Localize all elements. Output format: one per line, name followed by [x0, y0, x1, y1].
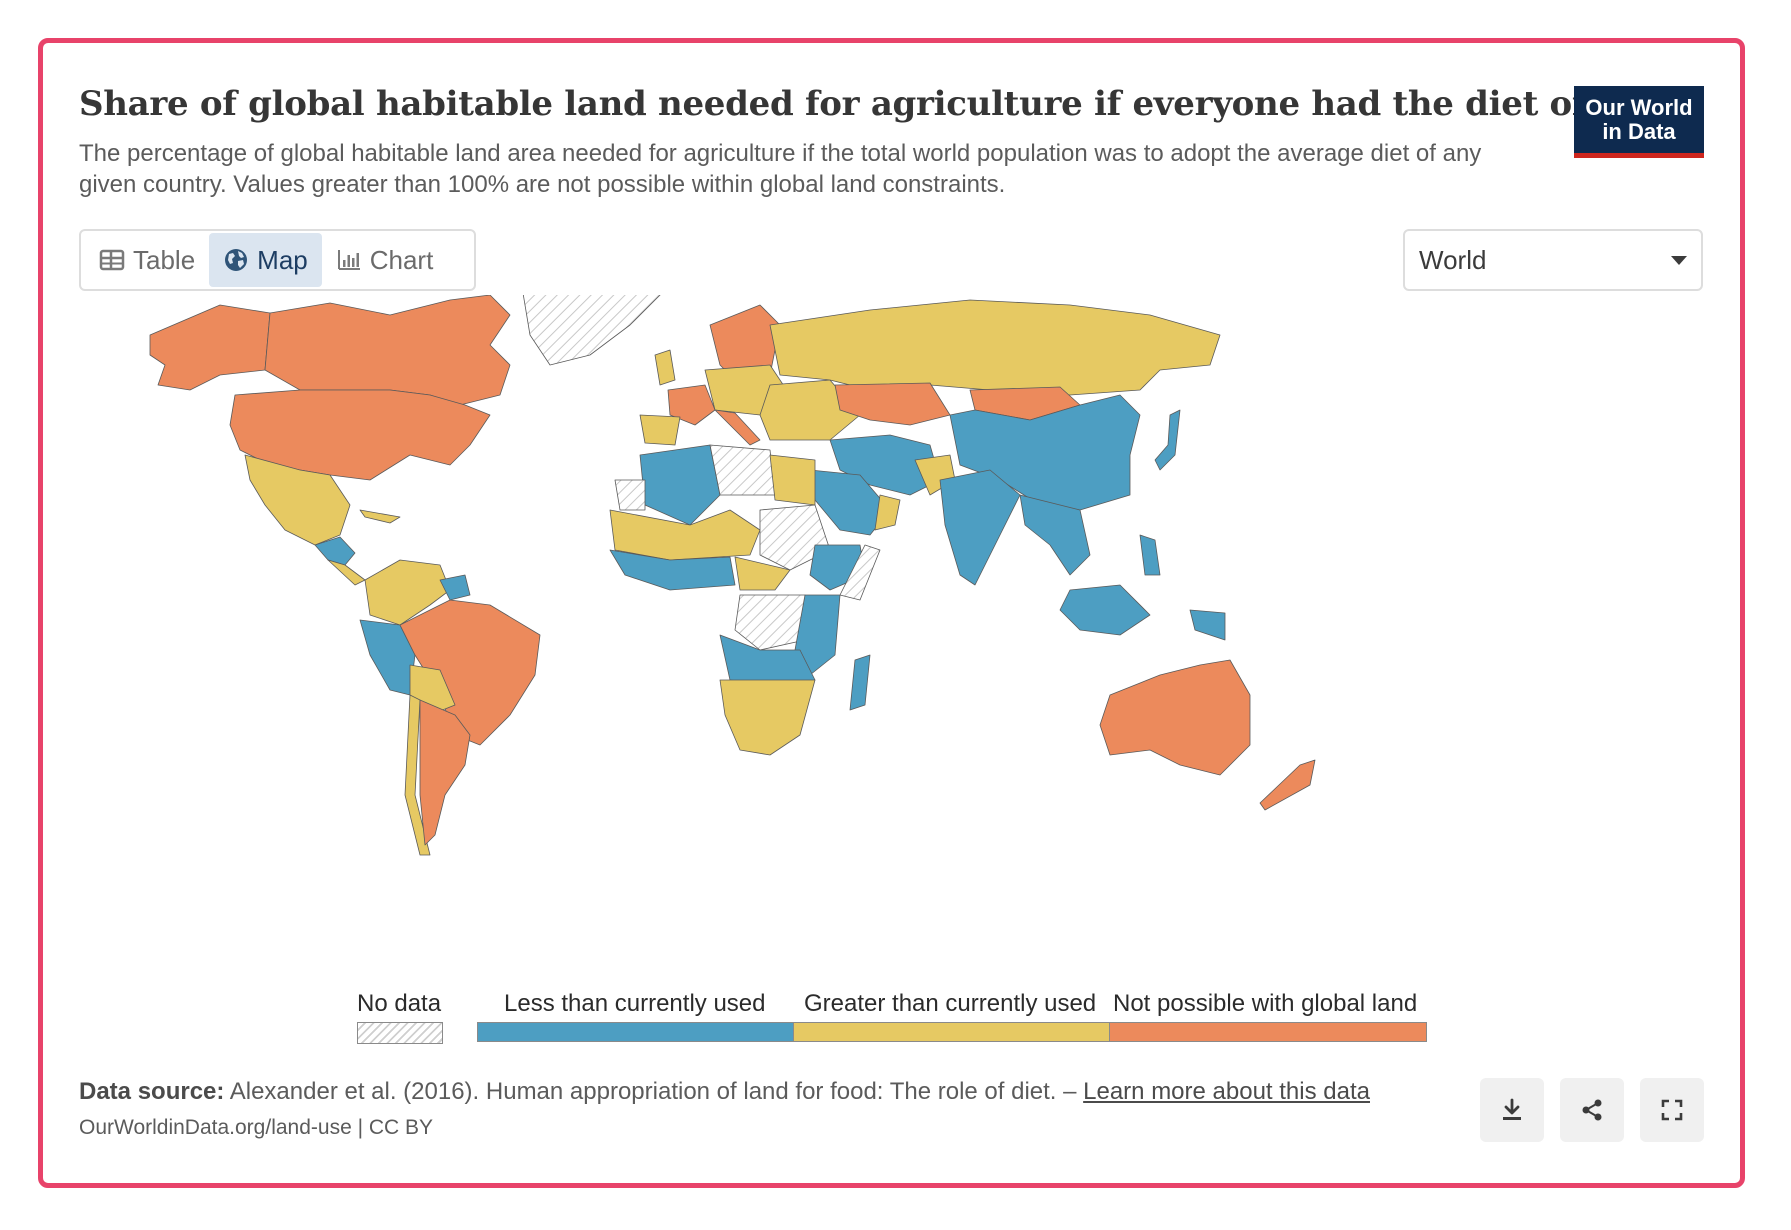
country-philippines[interactable]: [1139, 534, 1161, 576]
country-colombia-venezuela[interactable]: [364, 559, 451, 626]
legend-bin-2-label: Greater than currently used: [804, 990, 1097, 1017]
view-tabs: Table Map Chart: [79, 229, 476, 291]
download-button[interactable]: [1480, 1078, 1544, 1142]
country-central-africa-yellow[interactable]: [734, 556, 791, 591]
country-japan[interactable]: [1154, 409, 1181, 471]
globe-icon: [225, 249, 248, 271]
region-select[interactable]: World: [1403, 229, 1703, 291]
logo-line-2: in Data: [1602, 119, 1676, 144]
country-canada[interactable]: [264, 295, 511, 406]
tab-table-label: Table: [133, 244, 196, 275]
legend-bin-2-swatch[interactable]: [793, 1022, 1110, 1042]
chevron-down-icon: [1671, 255, 1687, 265]
fullscreen-button[interactable]: [1640, 1078, 1704, 1142]
country-southern-africa[interactable]: [719, 679, 816, 756]
world-map[interactable]: [70, 295, 1590, 975]
country-oman-yemen[interactable]: [874, 494, 901, 531]
legend-bin-1-swatch[interactable]: [477, 1022, 794, 1042]
country-argentina[interactable]: [419, 699, 471, 846]
country-russia[interactable]: [769, 299, 1221, 396]
url-line[interactable]: OurWorldinData.org/land-use | CC BY: [79, 1116, 434, 1139]
country-se-asia[interactable]: [1019, 494, 1091, 576]
country-north-africa-blue[interactable]: [639, 444, 721, 526]
tab-table[interactable]: Table: [85, 233, 209, 287]
country-cuba[interactable]: [359, 509, 401, 524]
country-west-africa-blue[interactable]: [609, 549, 736, 591]
tab-chart-label: Chart: [369, 244, 434, 275]
tab-chart[interactable]: Chart: [322, 233, 448, 287]
data-source-text: Alexander et al. (2016). Human appropria…: [229, 1078, 1084, 1105]
chart-title: Share of global habitable land needed fo…: [79, 84, 1620, 124]
region-select-value: World: [1419, 244, 1487, 275]
country-madagascar[interactable]: [849, 654, 871, 711]
country-guianas[interactable]: [439, 574, 471, 601]
share-icon: [1582, 1099, 1602, 1121]
country-somalia-nodata[interactable]: [839, 544, 881, 601]
greenland[interactable]: [520, 295, 670, 366]
data-source-label: Data source:: [79, 1078, 225, 1105]
country-iran-region[interactable]: [829, 434, 941, 496]
legend-no-data-swatch[interactable]: [357, 1022, 443, 1044]
download-icon: [1503, 1098, 1521, 1120]
country-libya-nodata[interactable]: [709, 444, 776, 496]
table-icon: [99, 249, 125, 271]
legend-no-data-label: No data: [357, 990, 442, 1017]
country-central-america[interactable]: [314, 536, 356, 566]
country-sahel-yellow[interactable]: [609, 509, 761, 561]
owid-logo[interactable]: Our World in Data: [1574, 86, 1704, 158]
country-png[interactable]: [1189, 609, 1226, 641]
data-source-line: Data source: Alexander et al. (2016). Hu…: [79, 1078, 1370, 1106]
chart-subtitle: The percentage of global habitable land …: [79, 140, 1482, 198]
country-uk[interactable]: [654, 349, 676, 386]
country-france[interactable]: [667, 384, 716, 426]
country-western-sahara-nodata[interactable]: [614, 479, 646, 511]
fullscreen-icon: [1661, 1099, 1683, 1121]
learn-more-link[interactable]: Learn more about this data: [1083, 1078, 1370, 1105]
tab-map[interactable]: Map: [209, 233, 322, 287]
country-australia[interactable]: [1099, 659, 1251, 776]
country-alaska[interactable]: [149, 304, 271, 391]
legend-bin-3-swatch[interactable]: [1109, 1022, 1427, 1042]
country-italy[interactable]: [714, 409, 761, 446]
country-east-africa-blue[interactable]: [794, 594, 841, 676]
country-new-zealand[interactable]: [1259, 759, 1316, 811]
country-drc-nodata[interactable]: [734, 594, 806, 651]
legend-bin-1-label: Less than currently used: [504, 990, 766, 1017]
chart-icon: [337, 250, 360, 270]
logo-line-1: Our World: [1585, 95, 1693, 120]
country-sudan-nodata[interactable]: [759, 504, 831, 571]
country-indonesia[interactable]: [1059, 584, 1151, 636]
legend-bin-3-label: Not possible with global land: [1113, 990, 1418, 1017]
country-spain[interactable]: [639, 414, 681, 446]
country-kazakhstan[interactable]: [834, 382, 951, 426]
country-egypt[interactable]: [769, 454, 816, 506]
share-button[interactable]: [1560, 1078, 1624, 1142]
tab-map-label: Map: [257, 244, 308, 275]
country-mexico[interactable]: [244, 454, 351, 546]
country-india[interactable]: [939, 469, 1021, 586]
